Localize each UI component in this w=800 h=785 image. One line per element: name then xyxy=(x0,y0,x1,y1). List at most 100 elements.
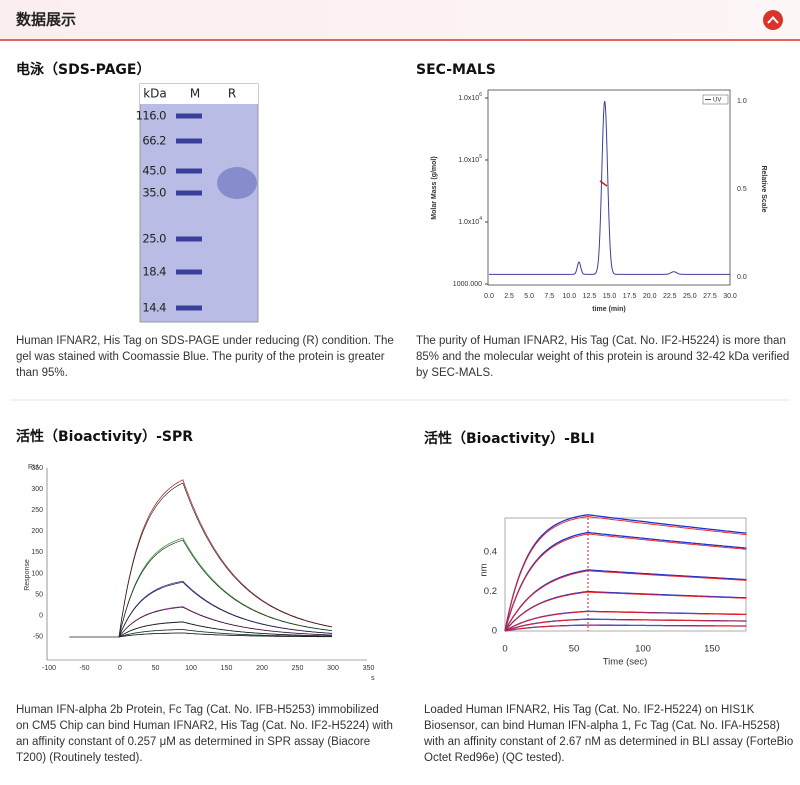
uv-trace xyxy=(489,100,730,275)
y-tick-label: 1.0x104 xyxy=(458,216,482,226)
x-tick-label: 10.0 xyxy=(563,293,577,300)
x-tick-label: 150 xyxy=(221,665,233,672)
tick-base: 1.0x10 xyxy=(458,219,479,226)
x-tick-label: 0 xyxy=(502,644,507,655)
header-title: 数据展示 xyxy=(16,11,76,29)
marker-band xyxy=(176,168,202,174)
x-tick-label: 300 xyxy=(327,665,339,672)
lane-label: M xyxy=(190,87,200,101)
section-heading: SEC-MALS xyxy=(416,62,496,78)
x-tick-label: 50 xyxy=(569,644,580,655)
axis-title: Molar Mass (g/mol) xyxy=(431,156,438,219)
axis-title: nm xyxy=(479,563,490,576)
gel-sample-band xyxy=(217,167,257,199)
bli-fit xyxy=(504,516,747,632)
tick-base: 1.0x10 xyxy=(458,95,479,102)
plot-frame xyxy=(504,517,747,632)
marker-label: 25.0 xyxy=(142,232,166,246)
y-tick-label: 100 xyxy=(31,570,43,577)
caption-line: Octet Red96e) (QC tested). xyxy=(424,752,565,764)
x-tick-label: 25.0 xyxy=(683,293,697,300)
marker-band xyxy=(176,138,202,144)
y-tick-label: 200 xyxy=(31,528,43,535)
tick-exponent: 4 xyxy=(479,216,482,222)
y-tick-label: 250 xyxy=(31,507,43,514)
marker-band xyxy=(176,236,202,242)
lane-label: kDa xyxy=(143,87,167,101)
marker-band xyxy=(176,190,202,196)
collapse-icon xyxy=(767,16,779,24)
axis-title: Response xyxy=(24,559,31,591)
caption-line: with an affinity constant of 2.67 nM as … xyxy=(423,736,793,748)
spr-fit xyxy=(118,606,333,638)
plot-frame xyxy=(487,89,731,286)
x-tick-label: -50 xyxy=(79,665,89,672)
tick-exponent: 6 xyxy=(479,92,482,98)
spr-fit xyxy=(118,539,333,638)
marker-label: 18.4 xyxy=(142,265,166,279)
y2-tick-label: 0.5 xyxy=(737,186,747,193)
x-tick-label: 15.0 xyxy=(603,293,617,300)
y-tick-label: 1.0x105 xyxy=(458,154,482,164)
bli-fit xyxy=(504,591,747,632)
bli-fit xyxy=(504,570,747,632)
y-tick-label: -50 xyxy=(33,634,43,641)
y-tick-label: 0 xyxy=(492,626,497,637)
x-tick-label: 27.5 xyxy=(703,293,717,300)
caption-line: Loaded Human IFNAR2, His Tag (Cat. No. I… xyxy=(424,704,755,716)
y-tick-label: 0 xyxy=(39,613,43,620)
x-tick-label: 100 xyxy=(635,644,651,655)
bli-fit xyxy=(504,533,747,632)
spr-fit xyxy=(118,482,333,638)
header-bar xyxy=(0,0,800,40)
section-heading: 活性（Bioactivity）-BLI xyxy=(424,430,595,447)
spr-fit xyxy=(118,632,332,638)
y-tick-label: 50 xyxy=(35,591,43,598)
x-tick-label: 0 xyxy=(118,665,122,672)
spr-fit xyxy=(118,621,332,638)
x-tick-label: 350 xyxy=(363,665,375,672)
marker-label: 35.0 xyxy=(142,186,166,200)
y-tick-label: 1.0x106 xyxy=(458,92,482,102)
x-tick-label: 5.0 xyxy=(524,293,534,300)
spr-curve xyxy=(118,580,333,638)
x-tick-label: 0.0 xyxy=(484,293,494,300)
marker-label: 45.0 xyxy=(142,164,166,178)
x-tick-label: 150 xyxy=(704,644,720,655)
mass-trace xyxy=(599,180,608,187)
bli-curve xyxy=(504,514,747,632)
caption-line: 85% and the molecular weight of this pro… xyxy=(416,351,789,363)
x-tick-label: 200 xyxy=(256,665,268,672)
tick-base: 1000.000 xyxy=(453,281,482,288)
x-tick-label: 17.5 xyxy=(623,293,637,300)
bli-curve xyxy=(504,569,747,632)
axis-title: time (min) xyxy=(592,306,625,313)
bli-fit xyxy=(504,624,747,632)
gel-image xyxy=(139,83,259,323)
tick-base: 1.0x10 xyxy=(458,157,479,164)
bli-fit xyxy=(504,611,747,632)
caption-line: an affinity constant of 0.257 μM as dete… xyxy=(16,736,370,748)
y-tick-label: 0.2 xyxy=(484,586,497,597)
caption-line: Human IFNAR2, His Tag on SDS-PAGE under … xyxy=(16,335,394,347)
y-tick-label: 350 xyxy=(31,465,43,472)
axis-unit: RU xyxy=(28,464,38,471)
y-tick-label: 1000.000 xyxy=(453,281,482,288)
x-tick-label: 250 xyxy=(292,665,304,672)
caption-line: by SEC-MALS. xyxy=(416,367,493,379)
x-tick-label: 50 xyxy=(152,665,160,672)
y2-tick-label: 1.0 xyxy=(737,98,747,105)
lane-label: R xyxy=(228,87,236,101)
marker-band xyxy=(176,305,202,311)
x-tick-label: 100 xyxy=(185,665,197,672)
caption-line: gel was stained with Coomassie Blue. The… xyxy=(16,351,385,363)
collapse-button[interactable] xyxy=(763,10,783,30)
x-tick-label: 2.5 xyxy=(504,293,514,300)
section-heading: 活性（Bioactivity）-SPR xyxy=(16,428,193,445)
caption-line: on CM5 Chip can bind Human IFNAR2, His T… xyxy=(16,720,393,732)
y-tick-label: 0.4 xyxy=(484,547,497,558)
x-tick-label: 20.0 xyxy=(643,293,657,300)
x-tick-label: 22.5 xyxy=(663,293,677,300)
caption-line: Human IFN-alpha 2b Protein, Fc Tag (Cat.… xyxy=(16,704,379,716)
